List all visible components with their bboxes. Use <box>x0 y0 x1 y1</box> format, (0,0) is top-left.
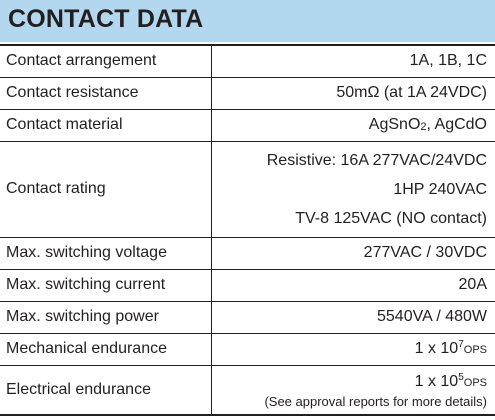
row-label: Contact rating <box>0 140 212 238</box>
row-label: Contact arrangement <box>0 44 212 78</box>
row-label: Max. switching voltage <box>0 236 212 270</box>
row-label: Electrical endurance <box>0 364 212 416</box>
row-label: Contact resistance <box>0 76 212 110</box>
table-row: Electrical endurance 1 x 105OPS (See app… <box>0 364 495 416</box>
row-value: 5540VA / 480W <box>211 300 495 334</box>
row-value: 1 x 107OPS <box>211 332 495 366</box>
material-2: , AgCdO <box>426 116 487 133</box>
row-value: 1 x 105OPS (See approval reports for mor… <box>211 364 495 416</box>
endurance-exponent: 7 <box>458 339 464 350</box>
rating-line: TV-8 125VAC (NO contact) <box>295 209 487 227</box>
table-row: Max. switching current 20A <box>0 268 495 302</box>
table-row: Contact arrangement 1A, 1B, 1C <box>0 44 495 78</box>
table-row: Max. switching voltage 277VAC / 30VDC <box>0 236 495 270</box>
table-row: Max. switching power 5540VA / 480W <box>0 300 495 334</box>
row-value: 1A, 1B, 1C <box>211 44 495 78</box>
section-header: CONTACT DATA <box>0 0 495 42</box>
row-label: Max. switching power <box>0 300 212 334</box>
rating-line: 1HP 240VAC <box>393 180 487 198</box>
table-row: Contact resistance 50mΩ (at 1A 24VDC) <box>0 76 495 110</box>
endurance-unit: OPS <box>463 344 487 356</box>
row-label: Contact material <box>0 108 212 142</box>
rating-line: Resistive: 16A 277VAC/24VDC <box>266 151 487 169</box>
section-title: CONTACT DATA <box>8 5 204 33</box>
endurance-base: 1 x 10 <box>414 340 459 357</box>
material-1: AgSnO <box>368 116 421 133</box>
row-label: Mechanical endurance <box>0 332 212 366</box>
row-value: 50mΩ (at 1A 24VDC) <box>211 76 495 110</box>
row-value: 277VAC / 30VDC <box>211 236 495 270</box>
table-row: Contact rating Resistive: 16A 277VAC/24V… <box>0 140 495 238</box>
endurance-unit: OPS <box>463 376 487 389</box>
row-value: 20A <box>211 268 495 302</box>
table-row: Mechanical endurance 1 x 107OPS <box>0 332 495 366</box>
table-row: Contact material AgSnO2, AgCdO <box>0 108 495 142</box>
row-label: Max. switching current <box>0 268 212 302</box>
endurance-exponent: 5 <box>458 371 464 383</box>
endurance-value: 1 x 105OPS <box>218 371 487 394</box>
row-value: AgSnO2, AgCdO <box>211 108 495 142</box>
row-value: Resistive: 16A 277VAC/24VDC 1HP 240VAC T… <box>211 140 495 238</box>
endurance-note: (See approval reports for more details) <box>264 393 487 409</box>
contact-data-table: Contact arrangement 1A, 1B, 1C Contact r… <box>0 44 495 416</box>
endurance-base: 1 x 10 <box>414 372 459 390</box>
material-1-subscript: 2 <box>420 121 427 133</box>
